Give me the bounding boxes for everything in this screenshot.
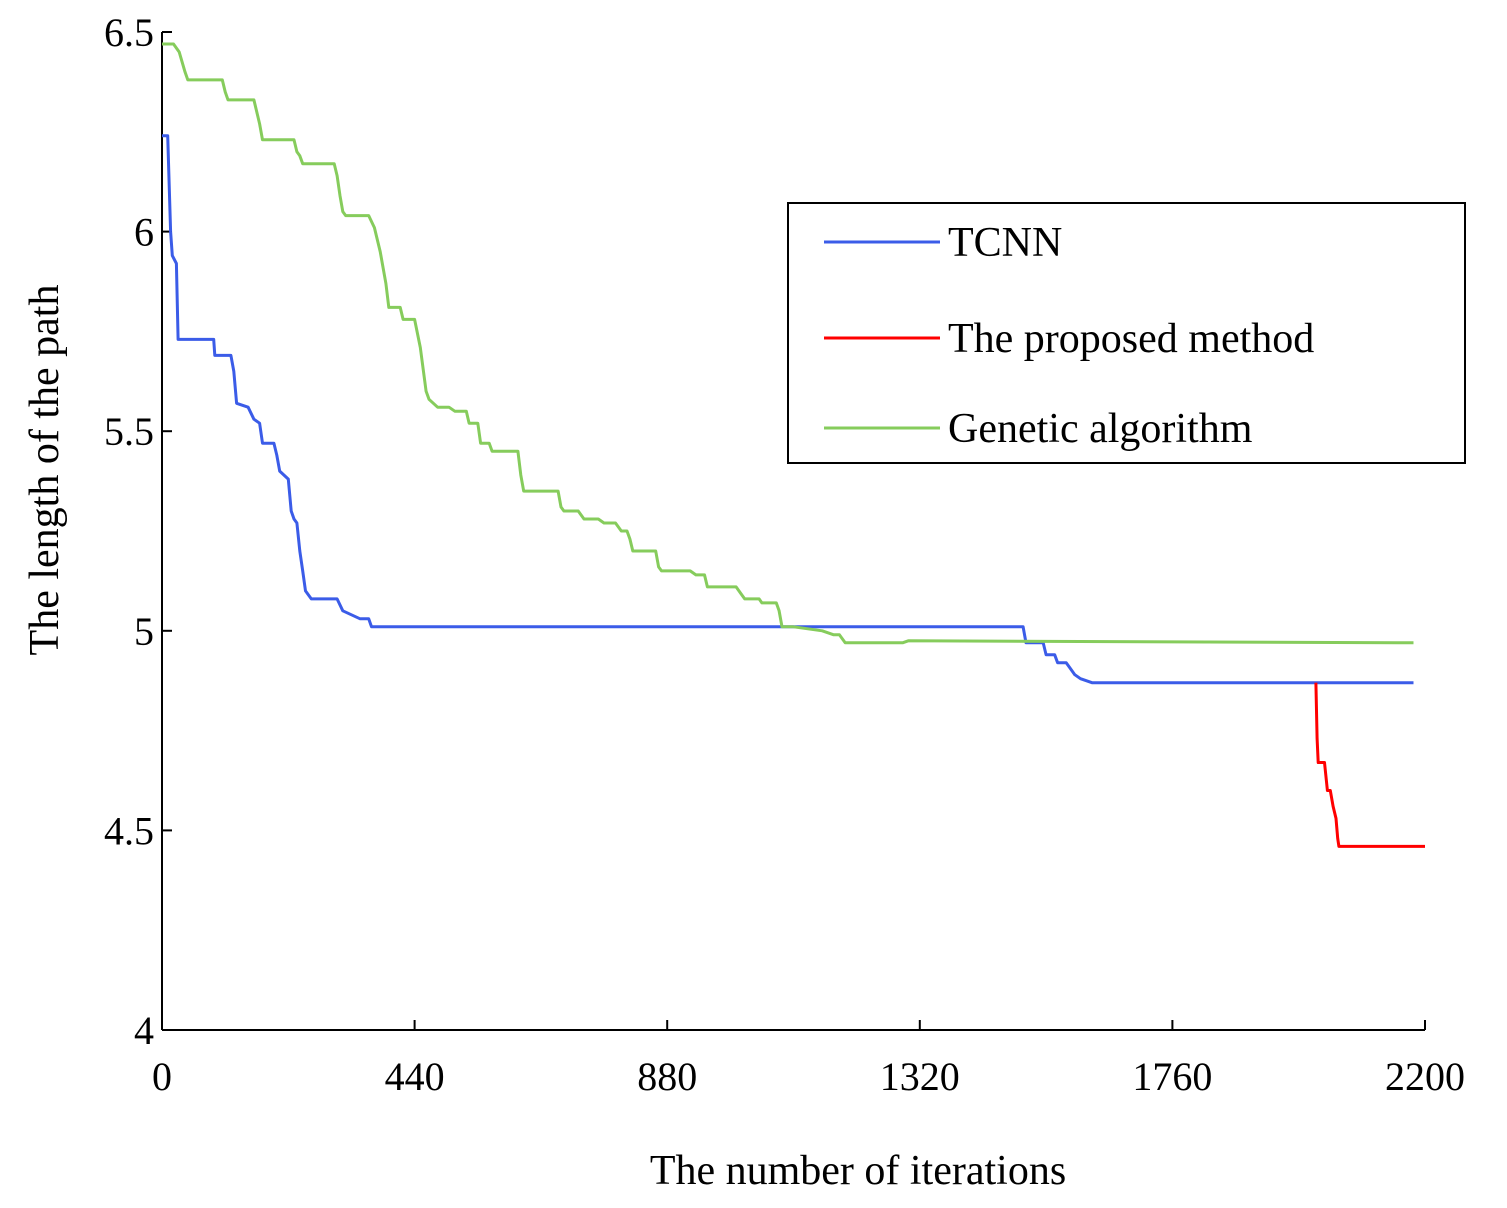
y-tick-label: 6.5 <box>104 10 154 55</box>
series-line-tcnn <box>162 134 1414 685</box>
x-tick-label: 1320 <box>880 1054 960 1099</box>
x-axis-title: The number of iterations <box>650 1148 1066 1194</box>
y-tick-label: 4 <box>134 1008 154 1053</box>
axes <box>161 32 1425 1031</box>
y-tick-label: 5.5 <box>104 409 154 454</box>
y-ticks: 4 4.5 5 5.5 6 6.5 <box>104 10 172 1053</box>
x-tick-label: 1760 <box>1132 1054 1212 1099</box>
legend-label-the-proposed-method: The proposed method <box>948 316 1314 362</box>
series-group <box>162 42 1425 848</box>
x-tick-label: 440 <box>385 1054 445 1099</box>
x-ticks: 0 440 880 1320 1760 2200 <box>152 1020 1465 1099</box>
legend-label-genetic-algorithm: Genetic algorithm <box>948 406 1253 452</box>
y-tick-label: 6 <box>134 210 154 255</box>
y-axis-title: The length of the path <box>22 285 68 656</box>
legend: TCNN The proposed method Genetic algorithm <box>787 202 1466 464</box>
y-tick-label: 5 <box>134 609 154 654</box>
y-tick-label: 4.5 <box>104 808 154 853</box>
x-tick-label: 0 <box>152 1054 172 1099</box>
x-tick-label: 2200 <box>1385 1054 1465 1099</box>
x-tick-label: 880 <box>637 1054 697 1099</box>
legend-label-tcnn: TCNN <box>948 220 1062 266</box>
series-line-genetic-algorithm <box>162 42 1414 645</box>
series-line-the-proposed-method <box>1314 682 1425 848</box>
legend-box <box>787 202 1466 464</box>
